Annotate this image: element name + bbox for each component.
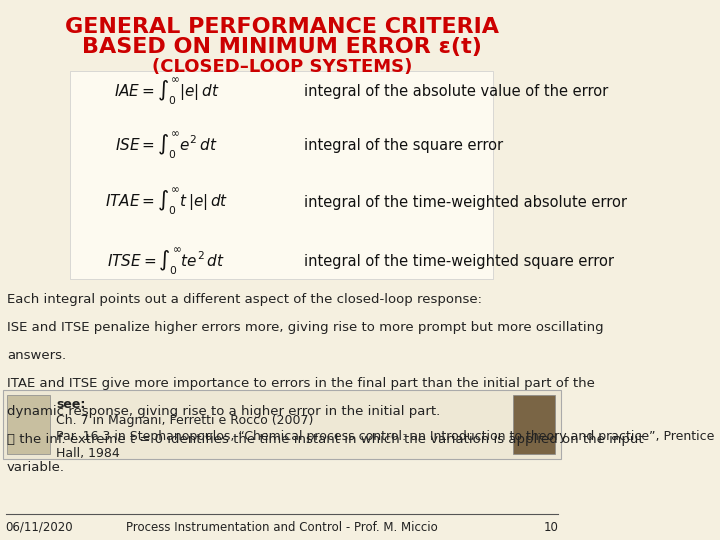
Text: ⓘ the inf. extreme t = 0 identifies the time instant in which the variation is a: ⓘ the inf. extreme t = 0 identifies the … <box>6 433 644 446</box>
Text: 10: 10 <box>544 521 558 534</box>
Text: Each integral points out a different aspect of the closed-loop response:: Each integral points out a different asp… <box>6 293 482 306</box>
FancyBboxPatch shape <box>513 395 555 454</box>
Text: 06/11/2020: 06/11/2020 <box>6 521 73 534</box>
Text: integral of the time-weighted square error: integral of the time-weighted square err… <box>305 254 614 269</box>
Text: integral of the time-weighted absolute error: integral of the time-weighted absolute e… <box>305 195 627 210</box>
Text: integral of the absolute value of the error: integral of the absolute value of the er… <box>305 84 608 99</box>
FancyBboxPatch shape <box>3 390 561 459</box>
FancyBboxPatch shape <box>71 71 493 279</box>
Text: $ITAE = \int_{0}^{\infty}t\,|e|\,dt$: $ITAE = \int_{0}^{\infty}t\,|e|\,dt$ <box>104 187 228 218</box>
Text: see:: see: <box>56 398 86 411</box>
Text: variable.: variable. <box>6 461 65 474</box>
Text: Ch. 7 in Magnani, Ferretti e Rocco (2007): Ch. 7 in Magnani, Ferretti e Rocco (2007… <box>56 414 314 427</box>
Text: $IAE = \int_{0}^{\infty}|e|\,dt$: $IAE = \int_{0}^{\infty}|e|\,dt$ <box>114 76 219 107</box>
Text: BASED ON MINIMUM ERROR ε(t): BASED ON MINIMUM ERROR ε(t) <box>82 37 482 57</box>
Text: $ITSE = \int_{0}^{\infty}te^2\,dt$: $ITSE = \int_{0}^{\infty}te^2\,dt$ <box>107 246 225 278</box>
Text: Process Instrumentation and Control - Prof. M. Miccio: Process Instrumentation and Control - Pr… <box>126 521 438 534</box>
Text: answers.: answers. <box>6 349 66 362</box>
FancyBboxPatch shape <box>7 395 50 454</box>
Text: ITAE and ITSE give more importance to errors in the final part than the initial : ITAE and ITSE give more importance to er… <box>6 377 595 390</box>
Text: dynamic response, giving rise to a higher error in the initial part.: dynamic response, giving rise to a highe… <box>6 405 440 418</box>
Text: (CLOSED–LOOP SYSTEMS): (CLOSED–LOOP SYSTEMS) <box>152 58 412 76</box>
Text: Par. 16.3 in Stephanopoulos, “Chemical process control: an Introduction to theor: Par. 16.3 in Stephanopoulos, “Chemical p… <box>56 430 715 443</box>
Text: GENERAL PERFORMANCE CRITERIA: GENERAL PERFORMANCE CRITERIA <box>65 17 499 37</box>
Text: $ISE = \int_{0}^{\infty}e^2\,dt$: $ISE = \int_{0}^{\infty}e^2\,dt$ <box>115 130 217 161</box>
Text: ISE and ITSE penalize higher errors more, giving rise to more prompt but more os: ISE and ITSE penalize higher errors more… <box>6 321 603 334</box>
Text: integral of the square error: integral of the square error <box>305 138 503 153</box>
Text: Hall, 1984: Hall, 1984 <box>56 447 120 460</box>
